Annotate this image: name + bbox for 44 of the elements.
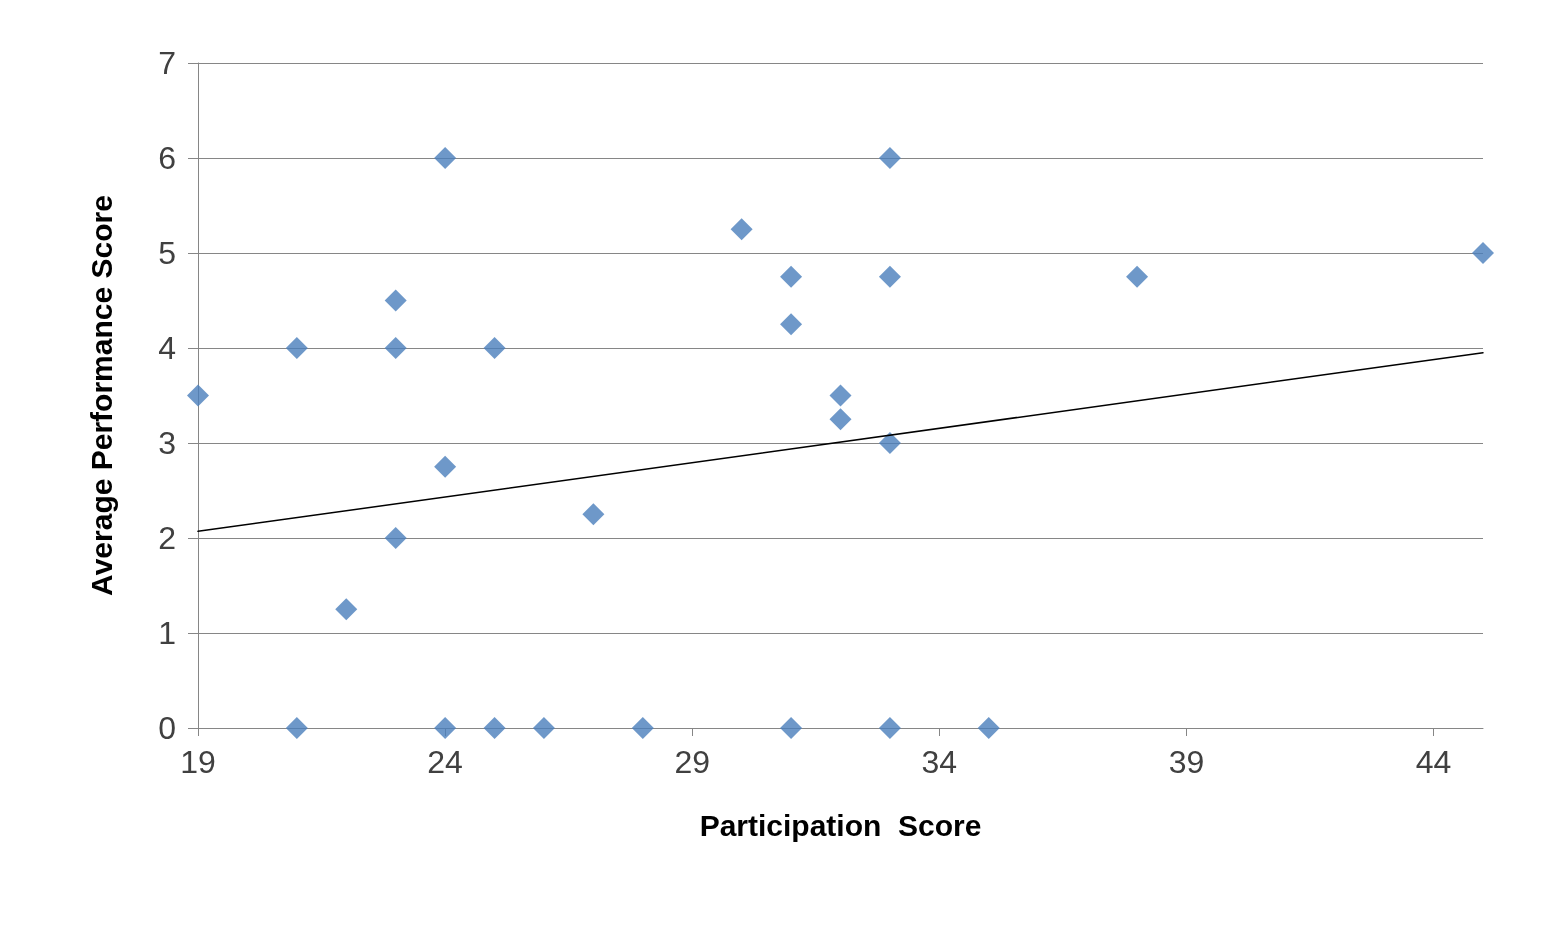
point bbox=[483, 337, 506, 359]
point bbox=[829, 384, 852, 407]
point bbox=[878, 147, 901, 169]
point bbox=[1472, 242, 1494, 264]
point bbox=[434, 717, 457, 739]
y-tick-label: 0 bbox=[158, 710, 176, 746]
point bbox=[285, 337, 308, 359]
y-tick-label: 3 bbox=[158, 425, 176, 461]
point bbox=[582, 503, 605, 526]
point bbox=[384, 289, 407, 312]
point bbox=[780, 265, 803, 288]
x-tick-label: 39 bbox=[1168, 744, 1205, 780]
x-axis-title: Participation Score bbox=[699, 808, 982, 842]
point bbox=[780, 717, 803, 739]
point bbox=[977, 717, 1000, 739]
point bbox=[384, 337, 407, 359]
y-tick-label: 1 bbox=[158, 615, 176, 651]
y-axis-title: Average Performance Score bbox=[84, 195, 118, 596]
point bbox=[187, 384, 209, 407]
point bbox=[285, 717, 308, 739]
point bbox=[631, 717, 654, 739]
y-tick-label: 4 bbox=[158, 330, 176, 366]
point bbox=[384, 527, 407, 549]
point bbox=[878, 265, 901, 288]
point bbox=[878, 717, 901, 739]
y-tick-label: 6 bbox=[158, 140, 176, 176]
point bbox=[335, 598, 358, 621]
point bbox=[483, 717, 506, 739]
y-tick-label: 2 bbox=[158, 520, 176, 556]
point bbox=[434, 455, 457, 478]
x-tick-label: 19 bbox=[180, 744, 216, 780]
x-tick-label: 34 bbox=[921, 744, 958, 780]
y-tick-label: 5 bbox=[158, 235, 176, 271]
point bbox=[878, 432, 901, 454]
point bbox=[780, 313, 803, 336]
point bbox=[532, 717, 555, 739]
x-tick-label: 24 bbox=[427, 744, 463, 780]
point bbox=[1126, 265, 1149, 288]
point bbox=[730, 218, 753, 241]
x-tick-label: 29 bbox=[674, 744, 711, 780]
x-tick-label: 44 bbox=[1415, 744, 1452, 780]
point bbox=[434, 147, 457, 169]
point bbox=[829, 408, 852, 431]
y-tick-label: 7 bbox=[158, 45, 176, 81]
